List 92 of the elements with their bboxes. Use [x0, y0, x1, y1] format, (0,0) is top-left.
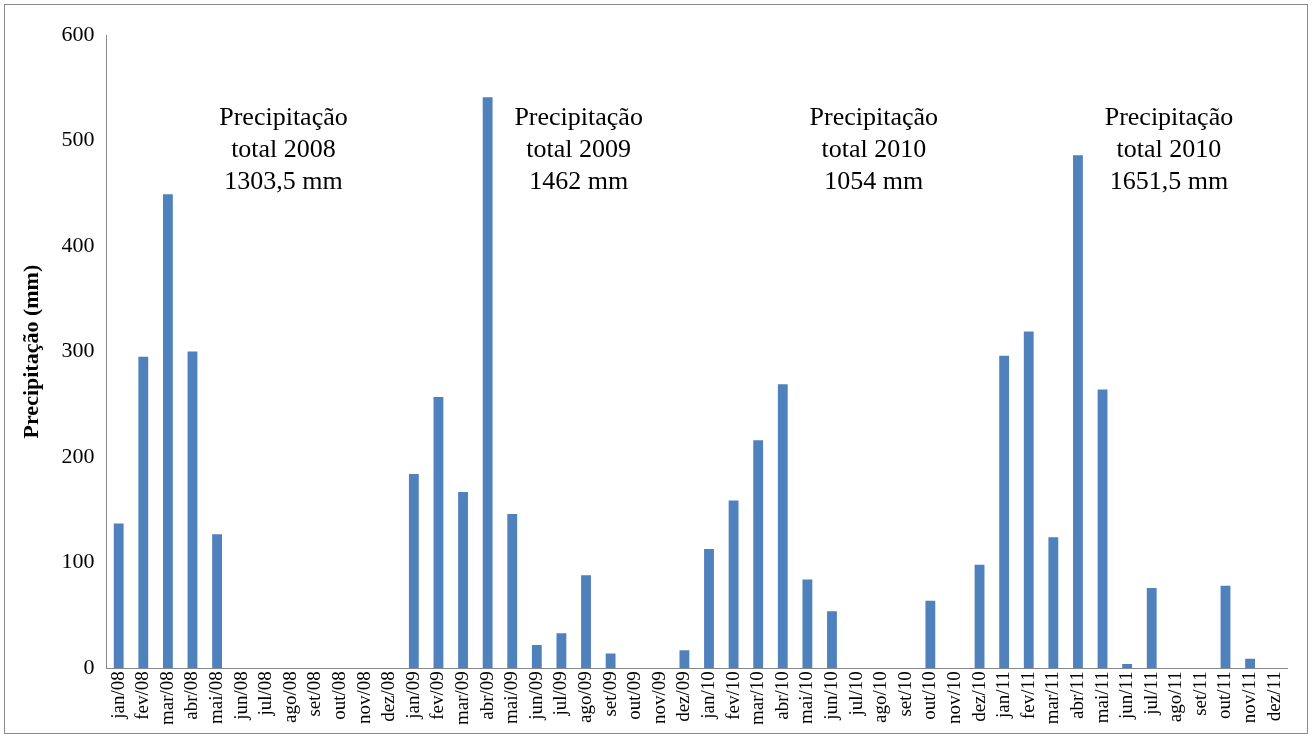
- bar: [974, 564, 985, 669]
- x-tick-label: jul/10: [844, 671, 866, 717]
- x-tick-label: nov/10: [942, 671, 964, 724]
- x-tick-label: jun/09: [524, 671, 546, 721]
- x-tick-label: jan/09: [401, 671, 423, 720]
- bar: [704, 548, 714, 669]
- bar: [187, 351, 198, 669]
- x-tick-label: out/08: [328, 671, 350, 720]
- x-tick-label: jul/11: [1139, 671, 1161, 716]
- x-tick-label: jun/10: [819, 671, 841, 721]
- bar: [531, 644, 542, 669]
- bar: [138, 356, 149, 669]
- x-tick-label: jun/08: [229, 671, 251, 721]
- y-tick-label: 100: [61, 548, 95, 574]
- bar: [1023, 331, 1034, 669]
- bar: [1073, 155, 1083, 669]
- bar: [1097, 389, 1108, 669]
- x-tick-label: ago/09: [574, 671, 595, 723]
- x-tick-label: dez/08: [377, 671, 399, 722]
- x-tick-label: abr/11: [1065, 671, 1087, 720]
- bar: [482, 97, 493, 669]
- x-tick-label: dez/10: [967, 671, 989, 722]
- y-tick-label: 500: [61, 126, 95, 152]
- x-tick-label: out/10: [918, 671, 940, 720]
- bar: [556, 633, 567, 669]
- y-axis-title: Precipitação (mm): [17, 264, 43, 439]
- x-tick-label: set/09: [598, 671, 620, 717]
- y-tick-label: 0: [83, 653, 95, 679]
- annotation: Precipitação total 2009 1462 mm: [514, 101, 643, 195]
- bar: [999, 355, 1010, 669]
- x-tick-label: jun/11: [1115, 671, 1137, 721]
- bar: [925, 600, 936, 669]
- x-tick-label: mai/09: [500, 671, 522, 724]
- x-tick-label: fev/08: [131, 671, 153, 720]
- x-tick-label: mai/10: [795, 671, 817, 724]
- x-tick-label: abr/08: [180, 671, 202, 720]
- bar: [1146, 587, 1157, 669]
- x-tick-label: mai/11: [1090, 671, 1112, 724]
- x-tick-label: jul/08: [254, 671, 276, 717]
- bar: [728, 500, 739, 669]
- x-tick-label: mar/08: [155, 671, 177, 726]
- bar: [753, 440, 764, 669]
- x-tick-label: jan/08: [106, 671, 128, 720]
- x-tick-label: mai/08: [205, 671, 227, 724]
- x-tick-label: out/09: [623, 671, 645, 720]
- bar: [408, 474, 419, 669]
- bar: [827, 611, 837, 669]
- bar: [1245, 658, 1256, 669]
- x-tick-label: jan/10: [696, 671, 718, 720]
- bar: [581, 575, 591, 669]
- x-tick-label: set/08: [303, 671, 325, 717]
- annotation: Precipitação total 2010 1054 mm: [809, 101, 939, 195]
- x-tick-label: jul/09: [549, 671, 571, 717]
- y-tick-label: 400: [61, 231, 95, 257]
- x-tick-label: fev/09: [426, 671, 448, 720]
- x-tick-label: ago/11: [1164, 671, 1186, 723]
- x-tick-label: dez/11: [1262, 671, 1284, 722]
- x-tick-label: dez/09: [672, 671, 694, 722]
- bar: [1048, 537, 1059, 669]
- x-tick-label: mar/09: [451, 671, 473, 726]
- bar: [1122, 663, 1133, 669]
- x-tick-label: mar/10: [746, 671, 768, 726]
- annotation: Precipitação total 2008 1303,5 mm: [219, 101, 348, 195]
- x-tick-label: set/11: [1188, 671, 1210, 716]
- x-tick-label: nov/09: [647, 671, 669, 724]
- x-tick-label: abr/09: [475, 671, 497, 720]
- x-tick-label: ago/10: [869, 671, 891, 723]
- y-tick-label: 600: [61, 20, 95, 46]
- bar: [212, 534, 222, 669]
- bar: [433, 396, 444, 669]
- bar: [777, 384, 788, 669]
- bar: [507, 514, 518, 669]
- bar: [458, 491, 468, 669]
- x-tick-label: out/11: [1213, 671, 1235, 720]
- x-tick-label: nov/08: [352, 671, 374, 724]
- bar: [1220, 585, 1231, 669]
- annotation: Precipitação total 2010 1651,5 mm: [1104, 101, 1234, 195]
- x-tick-label: jan/11: [992, 671, 1014, 719]
- x-tick-label: nov/11: [1238, 671, 1260, 724]
- x-tick-label: fev/10: [721, 671, 743, 720]
- x-tick-label: mar/11: [1041, 671, 1063, 725]
- x-tick-label: ago/08: [278, 671, 300, 723]
- y-tick-label: 300: [61, 337, 95, 363]
- bar: [679, 650, 690, 669]
- x-tick-label: fev/11: [1016, 671, 1038, 720]
- x-tick-label: set/10: [893, 671, 915, 717]
- x-tick-label: abr/10: [770, 671, 792, 720]
- bar: [162, 194, 173, 669]
- y-tick-label: 200: [61, 442, 95, 468]
- bar: [113, 523, 124, 669]
- bar: [802, 579, 813, 669]
- bar: [605, 653, 616, 669]
